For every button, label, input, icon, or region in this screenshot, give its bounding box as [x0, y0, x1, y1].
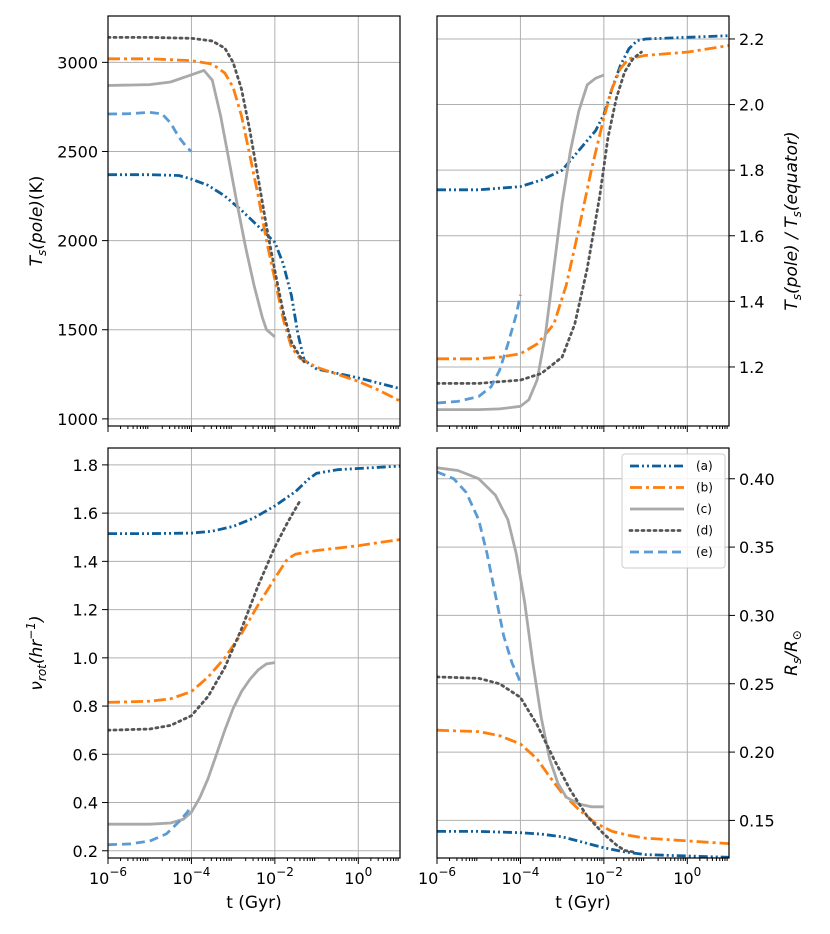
- y-tick-label: 1.4: [739, 292, 764, 311]
- series-line-d: [437, 50, 643, 385]
- series-line-c: [108, 661, 276, 826]
- y-tick-label: 0.2: [73, 842, 98, 861]
- y-tick-label: 2500: [57, 142, 98, 161]
- legend-label: (d): [696, 524, 713, 538]
- series-line-a: [108, 464, 400, 535]
- x-axis-label: t (Gyr): [226, 893, 282, 913]
- y-tick-label: 1.8: [73, 456, 98, 475]
- plot-frame: [436, 447, 730, 859]
- y-tick-label: 2.0: [739, 96, 764, 115]
- legend: (a) (b) (c) (d) (e): [621, 453, 726, 569]
- series-line-e: [108, 110, 193, 153]
- series-line-b: [108, 57, 400, 403]
- series-line-a: [437, 830, 729, 858]
- y-tick-label: 0.4: [73, 794, 98, 813]
- y-tick-label: 0.25: [739, 675, 775, 694]
- y-tick-label: 2000: [57, 232, 98, 251]
- y-tick-label: 1.2: [739, 358, 764, 377]
- series-line-a: [108, 173, 400, 390]
- y-tick-label: 0.35: [739, 538, 775, 557]
- y-tick-label: 0.20: [739, 743, 775, 762]
- x-tick-label: 10−6: [418, 865, 456, 888]
- plot-frame: [107, 447, 401, 859]
- y-axis-label: Ts(pole) / Ts(equator): [782, 131, 804, 310]
- series-line-a: [437, 34, 729, 192]
- x-tick-label: 10−2: [256, 865, 294, 888]
- plot-frame: [107, 15, 401, 427]
- y-tick-label: 0.30: [739, 606, 775, 625]
- y-tick-label: 1.8: [739, 161, 764, 180]
- legend-box: [621, 453, 726, 569]
- y-tick-label: 3000: [57, 53, 98, 72]
- legend-label: (e): [696, 545, 713, 559]
- y-axis-label: Ts(pole)(K): [27, 176, 49, 267]
- y-tick-label: 1.0: [73, 649, 98, 668]
- legend-label: (c): [696, 502, 712, 516]
- panel-top-right: 1.2 1.4 1.6 1.8 2.0 2.2 Ts(pole) / Ts(equator): [436, 15, 804, 432]
- series-line-c: [108, 69, 276, 338]
- y-tick-label: 1.4: [73, 552, 98, 571]
- series-line-c: [437, 466, 604, 809]
- series-line-c: [437, 73, 605, 411]
- y-axis-label: Rs/R⊙: [782, 630, 804, 676]
- series-line-d: [108, 36, 306, 364]
- series-line-b: [437, 44, 729, 361]
- x-tick-label: 10−4: [501, 865, 539, 888]
- series-line-b: [108, 538, 400, 704]
- x-tick-label: 10−2: [585, 865, 623, 888]
- x-tick-label: 100: [344, 865, 372, 888]
- y-tick-label: 0.15: [739, 811, 775, 830]
- series-line-e: [437, 470, 522, 685]
- y-tick-label: 1500: [57, 321, 98, 340]
- series-line-d: [437, 675, 635, 854]
- legend-label: (a): [696, 459, 713, 473]
- series-line-e: [437, 294, 522, 405]
- panel-top-left: 1000 1500 2000 2500 3000 Ts(pole)(K): [27, 15, 401, 432]
- y-tick-label: 0.8: [73, 697, 98, 716]
- y-tick-label: 2.2: [739, 30, 764, 49]
- plot-frame: [436, 15, 730, 427]
- y-tick-label: 1.2: [73, 601, 98, 620]
- y-axis-label: νrot(hr−1): [24, 615, 49, 690]
- legend-label: (b): [696, 481, 713, 495]
- panel-bottom-right: 10−6 10−4 10−2 100 0.15 0.20 0.25 0.30 0.35 0.40 t…: [418, 447, 804, 913]
- x-tick-label: 100: [673, 865, 701, 888]
- x-axis-label: t (Gyr): [555, 893, 611, 913]
- y-tick-label: 0.40: [739, 470, 775, 489]
- panel-bottom-left: 10−6 10−4 10−2 100 0.2 0.4 0.6 0.8 1.0 1.2 1.4 1.6 1…: [24, 447, 401, 913]
- y-tick-label: 1.6: [73, 504, 98, 523]
- series-line-b: [437, 728, 729, 845]
- y-tick-label: 0.6: [73, 745, 98, 764]
- x-tick-label: 10−4: [172, 865, 210, 888]
- x-tick-label: 10−6: [89, 865, 127, 888]
- y-tick-label: 1000: [57, 410, 98, 429]
- series-line-e: [108, 805, 193, 847]
- y-tick-label: 1.6: [739, 227, 764, 246]
- series-line-d: [108, 499, 302, 732]
